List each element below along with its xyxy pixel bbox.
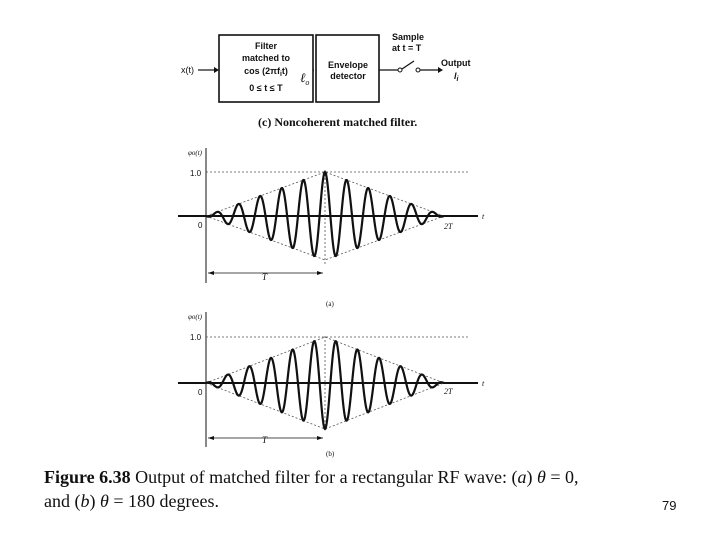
plot-a-waveform [205, 170, 445, 258]
plot-a: φo(t) 1.0 0 t 2T T (a) [178, 148, 485, 308]
filter-label-3: cos (2πfit) [244, 66, 288, 78]
input-arrowhead [214, 67, 219, 73]
handwritten-mark: ℓo [300, 70, 309, 87]
output-arrowhead [438, 67, 443, 73]
plot-b-span-label: T [262, 435, 268, 445]
plot-a-subcaption: (a) [326, 300, 334, 308]
block-diagram: x(t) Filter matched to cos (2πfit) 0 ≤ t… [181, 32, 471, 129]
switch-right-contact [415, 67, 421, 73]
plot-a-span-arrow-right [317, 271, 323, 275]
caption-text-1: Output of matched filter for a rectangul… [130, 467, 518, 487]
output-label-1: Output [441, 58, 471, 68]
sample-label-2: at t = T [392, 43, 422, 53]
filter-label-2: matched to [242, 53, 291, 63]
plot-b-lower-envelope [205, 382, 445, 430]
plot-b-tick-0: 0 [198, 388, 203, 397]
filter-label-4: 0 ≤ t ≤ T [249, 83, 283, 93]
caption-text-3: = 0, [545, 467, 579, 487]
envelope-detector-box [315, 34, 380, 103]
figure-caption: Figure 6.38 Output of matched filter for… [44, 465, 664, 513]
envelope-label-2: detector [330, 71, 366, 81]
input-label: x(t) [181, 65, 194, 75]
caption-theta-2: θ [99, 491, 109, 511]
caption-b: b [80, 491, 90, 511]
plot-b-span-arrow-left [208, 436, 214, 440]
plot-b-waveform [205, 340, 445, 431]
figure-label: Figure 6.38 [44, 467, 131, 487]
plot-b-tick-1: 1.0 [190, 333, 202, 342]
plot-b-upper-envelope [205, 336, 445, 384]
caption-text-5: ) [89, 491, 100, 511]
filter-label-1: Filter [255, 41, 278, 51]
output-label-2: li [454, 71, 460, 83]
plot-a-tick-0: 0 [198, 221, 203, 230]
sample-label-1: Sample [392, 32, 424, 42]
caption-theta-1: θ [537, 467, 546, 487]
plot-b-y-axis-label: φo(t) [188, 313, 203, 321]
plot-b: φo(t) 1.0 0 t 2T T (b) [178, 312, 485, 458]
caption-text-2: ) [526, 467, 538, 487]
plot-a-span-label: T [262, 272, 268, 282]
plot-b-subcaption: (b) [326, 450, 335, 458]
caption-text-4: and ( [44, 491, 81, 511]
plot-b-x-axis-label: t [482, 379, 485, 388]
plot-a-tick-1: 1.0 [190, 169, 202, 178]
block-diagram-caption: (c) Noncoherent matched filter. [258, 115, 417, 129]
plot-b-tick-2T: 2T [444, 387, 453, 396]
switch-left-contact [397, 67, 403, 73]
page-number: 79 [662, 498, 677, 513]
plot-a-span-arrow-left [208, 271, 214, 275]
plot-b-span-arrow-right [317, 436, 323, 440]
plot-a-y-axis-label: φo(t) [188, 149, 203, 157]
matched-filter-box [218, 34, 314, 103]
envelope-label-1: Envelope [328, 60, 368, 70]
caption-text-6: = 180 degrees. [108, 491, 219, 511]
plot-a-tick-2T: 2T [444, 222, 453, 231]
plot-a-x-axis-label: t [482, 212, 485, 221]
sampling-switch [401, 60, 415, 70]
figure-graphic: x(t) Filter matched to cos (2πfit) 0 ≤ t… [178, 32, 485, 458]
caption-a: a [517, 467, 527, 487]
